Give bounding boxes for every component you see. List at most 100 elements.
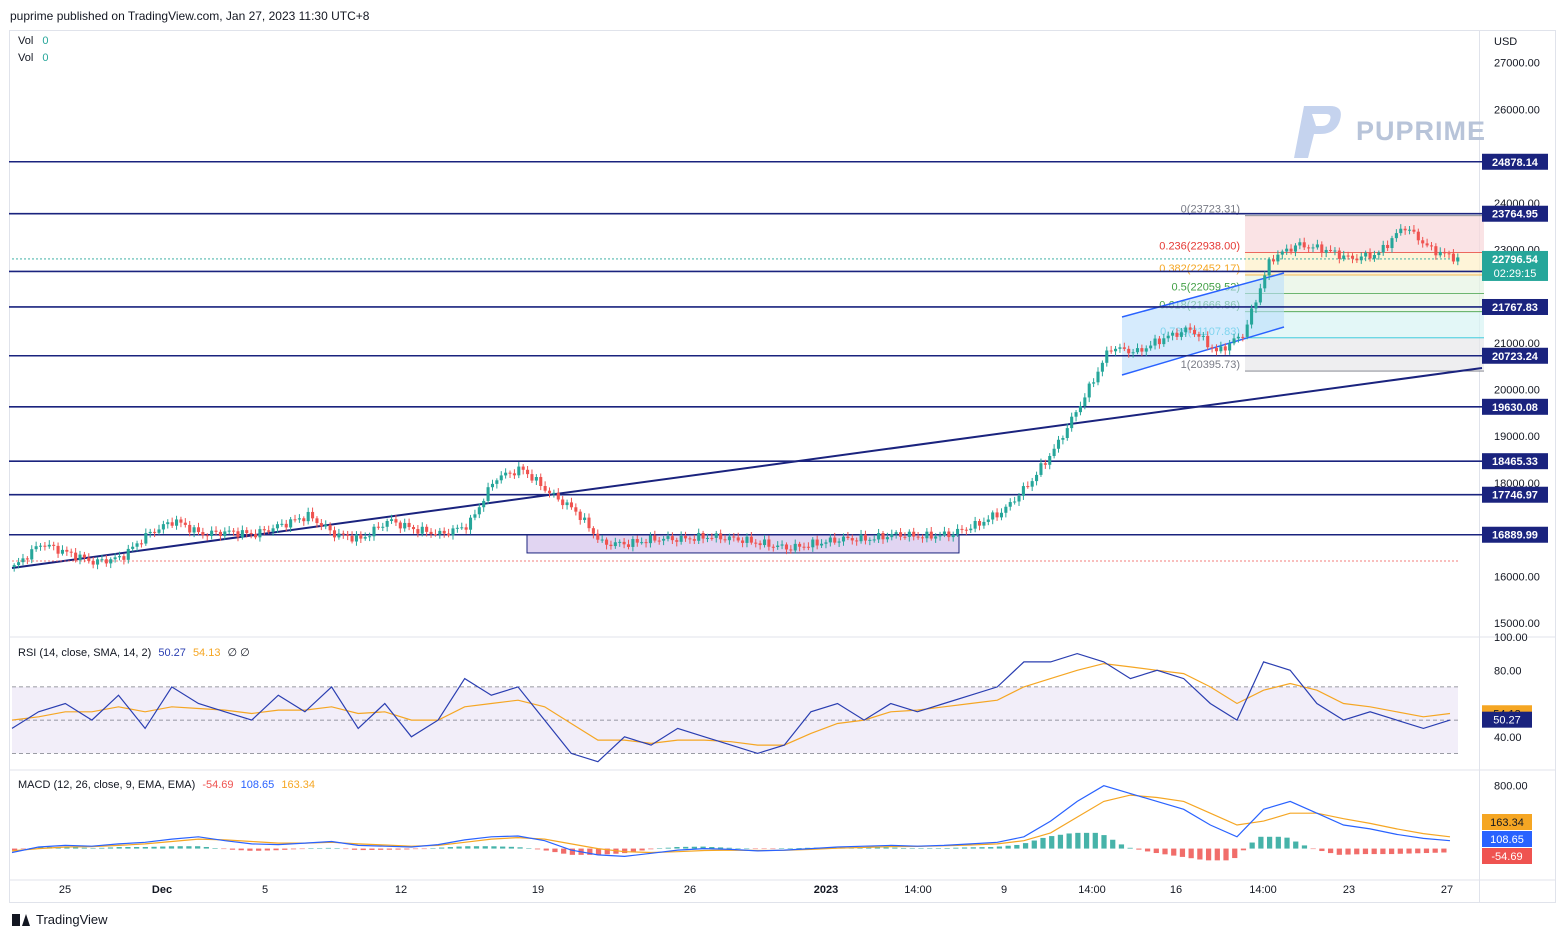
puprime-watermark: PUPRIME	[1290, 102, 1486, 160]
candle-body	[1144, 348, 1148, 352]
candle-body	[1074, 412, 1078, 417]
macd-histogram-bar	[752, 848, 759, 850]
macd-histogram-bar	[892, 847, 898, 849]
macd-histogram-bar	[439, 847, 445, 849]
macd-histogram-bar	[168, 846, 175, 849]
candle-body	[688, 538, 692, 540]
candle-body	[1188, 327, 1192, 330]
macd-histogram-bar	[99, 847, 105, 849]
candle-body	[1350, 255, 1355, 259]
candle-body	[635, 539, 639, 543]
macd-histogram-bar	[770, 848, 776, 850]
candle-body	[1263, 275, 1267, 289]
candle-body	[1004, 506, 1008, 513]
macd-histogram-bar	[1293, 841, 1299, 849]
candle-body	[131, 546, 135, 549]
candle-body	[1412, 229, 1416, 232]
candle-body	[188, 524, 192, 533]
candle-body	[539, 477, 543, 486]
macd-histogram-bar	[1284, 837, 1290, 849]
candle-body	[841, 536, 846, 542]
macd-histogram-bar	[107, 847, 114, 849]
macd-histogram-bar	[726, 847, 732, 849]
candle-body	[1254, 302, 1258, 309]
tradingview-logo-icon	[12, 913, 30, 926]
candle-body	[1342, 255, 1346, 259]
candle-body	[398, 522, 402, 529]
candle-body	[1245, 324, 1249, 337]
time-tick-label: 23	[1343, 884, 1355, 896]
candle-body	[859, 534, 863, 542]
macd-histogram-bar	[604, 848, 610, 855]
macd-histogram-bar	[900, 847, 907, 849]
candle-body	[820, 543, 824, 546]
candle-body	[403, 522, 407, 529]
candle-body	[486, 487, 490, 501]
candle-body	[1171, 332, 1175, 336]
macd-histogram-bar	[12, 848, 18, 851]
time-tick-label: 14:00	[1078, 884, 1106, 896]
candle-body	[964, 529, 968, 531]
candle-body	[920, 537, 925, 539]
macd-histogram-bar	[160, 846, 166, 849]
candle-body	[719, 533, 723, 540]
candle-body	[205, 535, 209, 537]
macd-histogram-bar	[1136, 848, 1142, 850]
candle-body	[1372, 255, 1376, 259]
macd-histogram-bar	[1310, 848, 1316, 850]
rsi-value-badge	[1482, 711, 1532, 728]
level-price-label: 18465.33	[1492, 456, 1538, 468]
macd-histogram-bar	[1162, 848, 1168, 855]
time-tick-label: Dec	[152, 884, 172, 896]
candle-body	[104, 559, 108, 564]
macd-histogram-bar	[1075, 832, 1081, 849]
macd-line	[11, 785, 1451, 858]
candle-body	[354, 534, 358, 542]
macd-histogram-bar	[1110, 839, 1116, 849]
candle-body	[232, 530, 236, 532]
vol-legend-1: Vol 0	[18, 35, 48, 47]
fib-level-label: 1(20395.73)	[1181, 359, 1240, 371]
candle-body	[1236, 336, 1240, 339]
candle-body	[1061, 438, 1065, 440]
candle-body	[1192, 329, 1197, 335]
rsi-ma-value: 54.13	[192, 647, 221, 659]
macd-histogram-bar	[909, 848, 915, 849]
candle-body	[227, 530, 231, 532]
candle-body	[1307, 247, 1311, 249]
candle-body	[1311, 247, 1315, 249]
candle-body	[798, 543, 802, 547]
candle-body	[460, 527, 464, 529]
candle-body	[982, 521, 986, 526]
candle-body	[324, 524, 328, 527]
candle-body	[561, 499, 565, 506]
candle-body	[666, 536, 670, 539]
macd-histogram-bar	[1040, 837, 1046, 849]
candle-body	[1114, 348, 1118, 352]
candle-body	[714, 533, 718, 538]
macd-histogram-bar	[1092, 832, 1098, 849]
candle-body	[701, 532, 705, 539]
candle-body	[1109, 350, 1113, 352]
candle-body	[1280, 251, 1284, 255]
candle-body	[201, 532, 205, 536]
candle-body	[1408, 229, 1412, 231]
candle-body	[890, 533, 894, 538]
candle-body	[1008, 502, 1012, 507]
candle-body	[802, 546, 806, 548]
candle-body	[517, 466, 521, 476]
candle-body	[1320, 244, 1324, 253]
candle-body	[881, 533, 885, 540]
macd-value-badge	[1482, 848, 1532, 864]
macd-histogram-bar	[264, 848, 270, 851]
candle-body	[236, 531, 240, 538]
candle-body	[609, 544, 613, 547]
candle-body	[934, 536, 938, 539]
macd-histogram-bar	[674, 846, 680, 849]
candle-body	[1214, 347, 1219, 352]
candle-body	[929, 531, 933, 539]
macd-value: -54.69	[202, 779, 234, 791]
candle-body	[806, 546, 810, 548]
candle-body	[297, 518, 301, 520]
candle-body	[253, 534, 258, 538]
